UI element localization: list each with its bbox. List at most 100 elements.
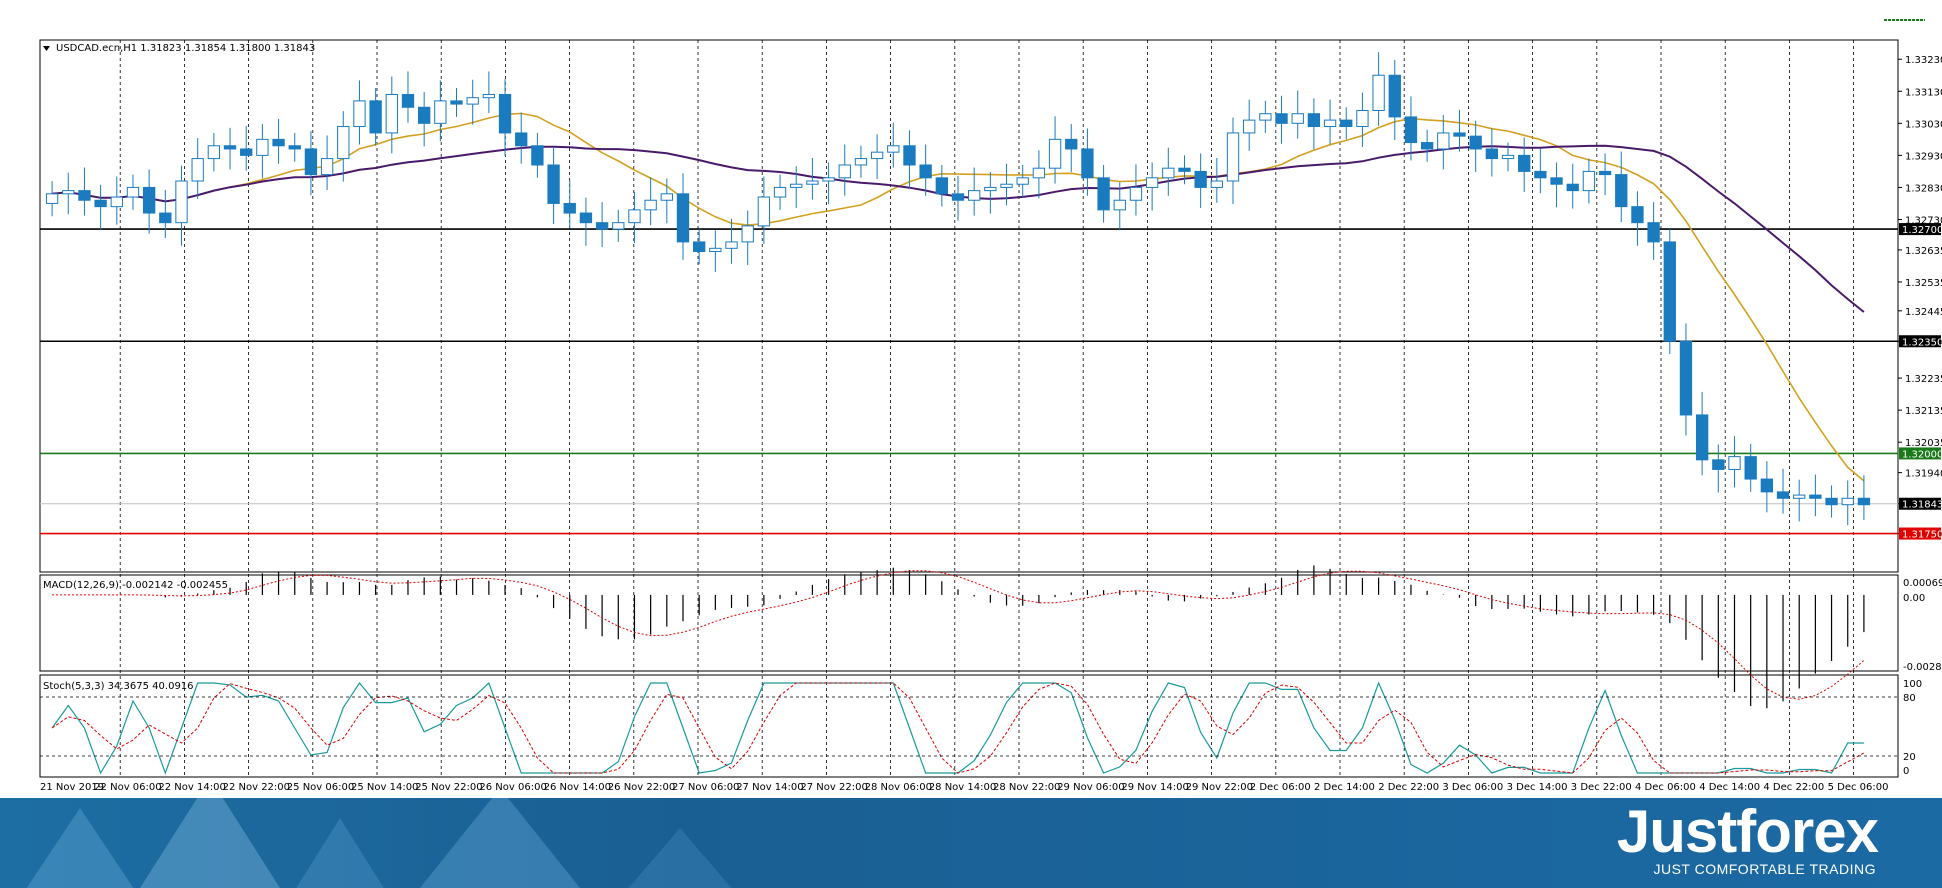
candle-down [1469, 135, 1482, 150]
price-tick-label: 1.32035 [1905, 438, 1942, 449]
candle-down [498, 93, 512, 134]
candle-down [401, 93, 415, 108]
time-label: 5 Dec 06:00 [1828, 782, 1889, 793]
candle-up [644, 199, 657, 211]
level-badge-label: 1.32700 [1902, 225, 1942, 236]
candle-down [272, 138, 285, 147]
candle-down [450, 100, 463, 105]
price-tick-label: 1.32730 [1905, 215, 1942, 226]
horizontal-levels: 1.32700 1.32350 1.32000 1.31750 1.31843 [40, 223, 1942, 541]
current-price-label: 1.31843 [1902, 500, 1942, 511]
candle-down [676, 193, 690, 243]
candles [45, 52, 1871, 526]
symbol-header: USDCAD.ecn,H1 1.31823 1.31854 1.31800 1.… [56, 43, 315, 54]
candle-down [1388, 74, 1401, 118]
stoch-label: Stoch(5,3,3) 34.3675 40.0916 [43, 681, 194, 692]
time-label: 2 Dec 06:00 [1250, 782, 1311, 793]
candle-down [1307, 113, 1321, 128]
candle-up [434, 100, 447, 124]
stochastic-lines [51, 681, 1865, 775]
candle-down [1857, 497, 1871, 506]
candle-down [1647, 222, 1660, 243]
candle-up [1243, 119, 1256, 134]
candle-up [45, 193, 59, 204]
time-label: 22 Nov 06:00 [94, 782, 161, 793]
price-tick-label: 1.32930 [1905, 151, 1942, 162]
candle-down [1776, 491, 1790, 499]
candle-up [126, 186, 140, 198]
candle-up [757, 196, 771, 227]
candle-down [951, 193, 965, 201]
collapse-triangle-icon[interactable] [43, 46, 50, 51]
stoch-d-line [51, 682, 1865, 774]
candle-up [822, 177, 835, 182]
price-tick-label: 1.32445 [1905, 307, 1942, 318]
candle-up [1000, 183, 1013, 188]
level-badge-label: 1.32000 [1902, 449, 1942, 460]
candle-up [62, 190, 75, 195]
candle-up [628, 209, 641, 224]
candle-up [741, 225, 754, 243]
stoch-k-line [51, 681, 1864, 775]
candle-up [175, 180, 188, 224]
candle-down [1534, 170, 1547, 179]
candle-up [1291, 113, 1304, 124]
candle-up [870, 151, 884, 160]
time-label: 21 Nov 2019 [40, 782, 104, 793]
candle-up [1582, 170, 1596, 192]
candle-up [337, 126, 350, 160]
level-badge-label: 1.31750 [1902, 530, 1942, 541]
stoch-tick-100: 100 [1903, 679, 1922, 690]
candle-down [288, 145, 301, 150]
candle-up [1437, 132, 1450, 150]
price-tick-label: 1.32235 [1905, 374, 1942, 385]
price-tick-label: 1.31940 [1905, 469, 1942, 480]
candle-down [1825, 497, 1838, 506]
logo-wordmark: Justforex [1616, 798, 1879, 865]
candle-down [693, 241, 706, 253]
time-label: 29 Nov 22:00 [1186, 782, 1253, 793]
stoch-tick-80: 80 [1903, 693, 1916, 704]
time-label: 25 Nov 14:00 [351, 782, 418, 793]
time-label: 28 Nov 06:00 [865, 782, 932, 793]
stoch-panel-frame [39, 674, 1899, 778]
price-tick-label: 1.32635 [1905, 246, 1942, 257]
time-label: 26 Nov 06:00 [479, 782, 546, 793]
candle-down [1178, 167, 1191, 172]
candle-down [1679, 340, 1693, 416]
time-label: 3 Dec 14:00 [1507, 782, 1568, 793]
candle-down [515, 132, 528, 147]
candle-down [1809, 494, 1822, 499]
time-label: 28 Nov 14:00 [929, 782, 996, 793]
time-label: 26 Nov 14:00 [544, 782, 611, 793]
candle-down [1065, 138, 1078, 150]
time-label: 4 Dec 14:00 [1699, 782, 1760, 793]
price-tick-label: 1.33230 [1905, 55, 1942, 66]
candle-up [207, 145, 221, 160]
candle-up [612, 222, 625, 230]
candle-down [1097, 177, 1110, 211]
candle-down [1518, 154, 1531, 172]
macd-tick-bottom: -0.002859 [1903, 662, 1942, 673]
candle-down [1760, 478, 1774, 493]
justforex-logo[interactable]: Justforex JUST COMFORTABLE TRADING [1558, 798, 1879, 888]
time-label: 2 Dec 14:00 [1314, 782, 1375, 793]
candle-down [1598, 170, 1612, 176]
price-panel-frame [39, 39, 1899, 573]
candle-up [1259, 113, 1272, 121]
time-label: 26 Nov 22:00 [608, 782, 675, 793]
candle-down [240, 148, 253, 156]
candle-up [1728, 456, 1741, 470]
price-tick-label: 1.32830 [1905, 183, 1942, 194]
candle-down [1081, 148, 1094, 179]
candle-up [773, 186, 787, 198]
candle-down [1420, 142, 1434, 150]
level-badge [1899, 223, 1941, 236]
macd-tick-zero: 0.00 [1903, 593, 1925, 604]
level-badge [1899, 447, 1941, 460]
macd-histogram [52, 565, 1865, 709]
candle-up [1016, 177, 1029, 185]
time-label: 28 Nov 22:00 [993, 782, 1060, 793]
candle-up [1372, 74, 1385, 112]
